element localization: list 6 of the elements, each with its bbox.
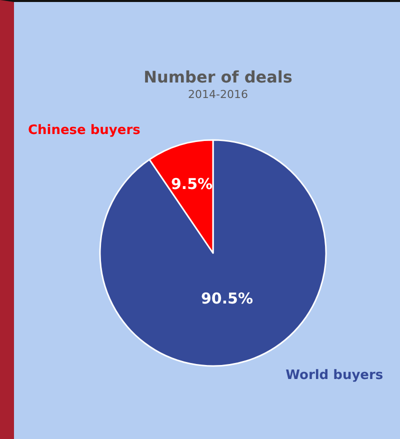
chart-title: Number of deals: [144, 68, 292, 86]
data-label: 90.5%: [200, 289, 253, 308]
slice-label: World buyers: [286, 368, 384, 383]
slice-label: Chinese buyers: [28, 123, 141, 138]
chart-subtitle: 2014-2016: [188, 88, 248, 101]
data-label: 9.5%: [170, 174, 213, 193]
